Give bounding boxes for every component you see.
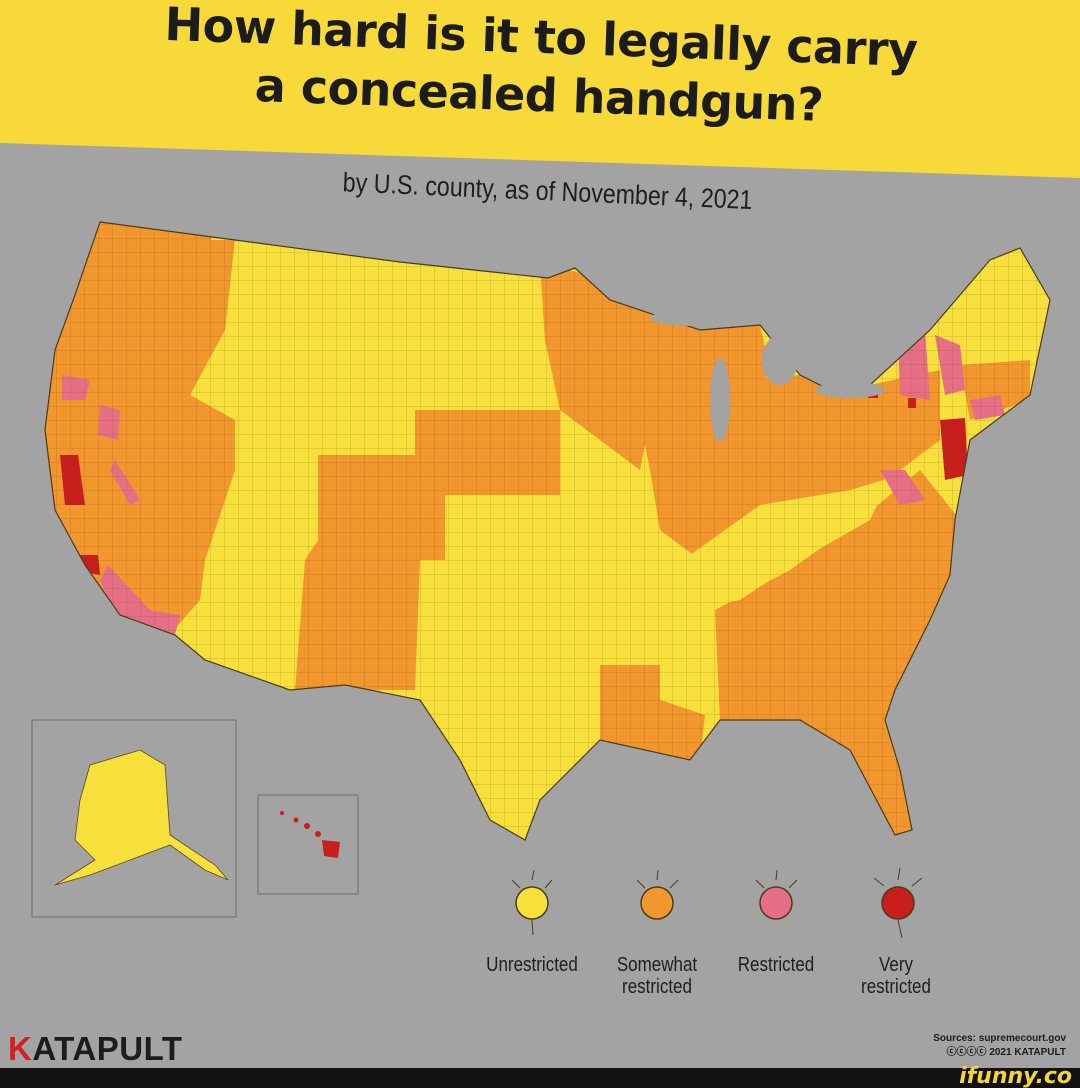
alaska-inset-frame [31,719,237,918]
legend-marker-very-restricted [873,867,923,939]
sources: Sources: supremecourt.gov ⓒⓒⓒⓒ 2021 KATA… [933,1032,1066,1060]
legend-marker-unrestricted [511,869,553,936]
legend-label-somewhat-restricted-2: restricted [622,976,692,998]
legend-item-unrestricted: Unrestricted [462,954,602,976]
banner-shape [0,0,1080,178]
legend-item-very-restricted: Very restricted [826,954,966,998]
legend-label-restricted: Restricted [737,954,815,976]
legend-label-unrestricted: Unrestricted [486,954,578,976]
katapult-logo: KATAPULT [8,1030,182,1068]
legend-label-very-restricted-2: restricted [861,976,931,998]
creative-commons-icon: ⓒⓒⓒⓒ [946,1047,990,1058]
copyright-text: 2021 KATAPULT [989,1047,1066,1058]
legend-item-restricted: Restricted [706,954,846,976]
legend-marker-restricted [755,869,798,920]
alaska [54,749,229,886]
sources-line-1: Sources: supremecourt.gov [933,1033,1066,1044]
bottom-bar [0,1068,1080,1088]
brand-rest: ATAPULT [32,1030,183,1067]
hawaii-inset-frame [257,794,359,895]
sources-line-2: ⓒⓒⓒⓒ 2021 KATAPULT [933,1046,1066,1060]
legend-item-somewhat-restricted: Somewhat restricted [587,954,727,998]
ifunny-watermark: ifunny.co [959,1064,1072,1088]
legend-label-very-restricted-1: Very [878,954,914,976]
title-banner: How hard is it to legally carry a concea… [0,0,1080,180]
brand-k: K [8,1030,33,1067]
legend-label-somewhat-restricted-1: Somewhat [616,954,698,976]
great-lakes [650,310,885,442]
hawaii [280,811,340,858]
legend-marker-somewhat-restricted [636,869,679,920]
